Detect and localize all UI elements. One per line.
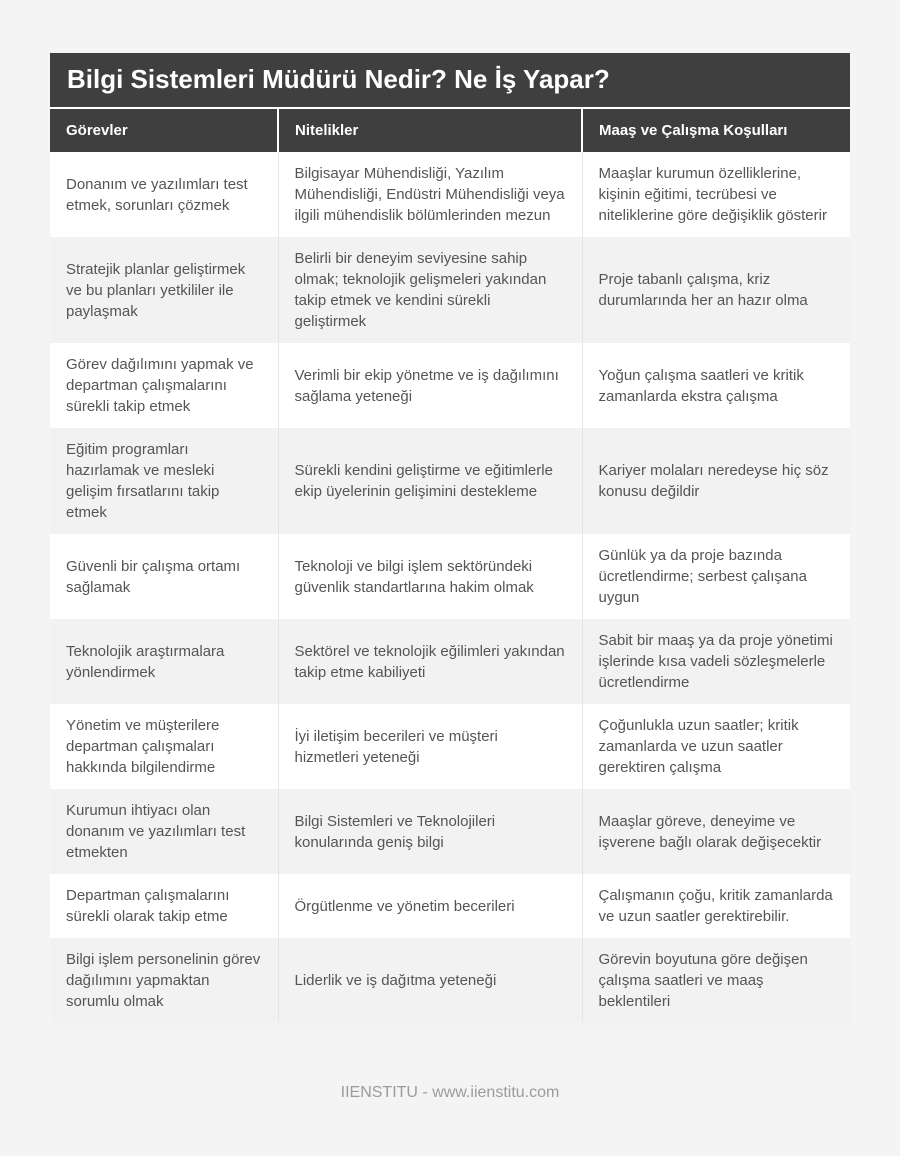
table-row: Donanım ve yazılımları test etmek, sorun… <box>50 152 850 238</box>
cell-gorev: Bilgi işlem personelinin görev dağılımın… <box>50 938 278 1024</box>
table-row: Yönetim ve müşterilere departman çalışma… <box>50 704 850 790</box>
cell-maas: Yoğun çalışma saatleri ve kritik zamanla… <box>581 343 850 429</box>
cell-maas: Görevin boyutuna göre değişen çalışma sa… <box>581 938 850 1024</box>
cell-maas: Çoğunlukla uzun saatler; kritik zamanlar… <box>581 704 850 790</box>
table-row: Kurumun ihtiyacı olan donanım ve yazılım… <box>50 789 850 875</box>
table-row: Stratejik planlar geliştirmek ve bu plan… <box>50 237 850 344</box>
cell-gorev: Donanım ve yazılımları test etmek, sorun… <box>50 152 278 238</box>
table-row: Görev dağılımını yapmak ve departman çal… <box>50 343 850 429</box>
cell-maas: Kariyer molaları neredeyse hiç söz konus… <box>581 428 850 535</box>
cell-nitelik: Bilgisayar Mühendisliği, Yazılım Mühendi… <box>277 152 582 238</box>
header-row: Görevler Nitelikler Maaş ve Çalışma Koşu… <box>50 107 850 153</box>
cell-nitelik: Örgütlenme ve yönetim becerileri <box>277 874 582 939</box>
cell-gorev: Yönetim ve müşterilere departman çalışma… <box>50 704 278 790</box>
cell-gorev: Stratejik planlar geliştirmek ve bu plan… <box>50 237 278 344</box>
cell-gorev: Teknolojik araştırmalara yönlendirmek <box>50 619 278 705</box>
cell-nitelik: Teknoloji ve bilgi işlem sektöründeki gü… <box>277 534 582 620</box>
column-header-gorevler: Görevler <box>50 107 278 153</box>
footer-credit: IIENSTITU - www.iienstitu.com <box>340 1084 560 1101</box>
info-card: Bilgi Sistemleri Müdürü Nedir? Ne İş Yap… <box>50 53 850 1024</box>
info-table: Görevler Nitelikler Maaş ve Çalışma Koşu… <box>50 107 850 1024</box>
cell-nitelik: Verimli bir ekip yönetme ve iş dağılımın… <box>277 343 582 429</box>
cell-maas: Maaşlar göreve, deneyime ve işverene bağ… <box>581 789 850 875</box>
column-header-nitelikler: Nitelikler <box>277 107 582 153</box>
table-row: Departman çalışmalarını sürekli olarak t… <box>50 874 850 939</box>
cell-gorev: Görev dağılımını yapmak ve departman çal… <box>50 343 278 429</box>
column-header-maas: Maaş ve Çalışma Koşulları <box>581 107 850 153</box>
cell-nitelik: İyi iletişim becerileri ve müşteri hizme… <box>277 704 582 790</box>
cell-maas: Günlük ya da proje bazında ücretlendirme… <box>581 534 850 620</box>
cell-maas: Sabit bir maaş ya da proje yönetimi işle… <box>581 619 850 705</box>
cell-maas: Maaşlar kurumun özelliklerine, kişinin e… <box>581 152 850 238</box>
cell-nitelik: Belirli bir deneyim seviyesine sahip olm… <box>277 237 582 344</box>
cell-gorev: Eğitim programları hazırlamak ve mesleki… <box>50 428 278 535</box>
cell-nitelik: Sürekli kendini geliştirme ve eğitimlerl… <box>277 428 582 535</box>
cell-maas: Çalışmanın çoğu, kritik zamanlarda ve uz… <box>581 874 850 939</box>
page-title: Bilgi Sistemleri Müdürü Nedir? Ne İş Yap… <box>50 53 850 108</box>
cell-nitelik: Sektörel ve teknolojik eğilimleri yakınd… <box>277 619 582 705</box>
cell-gorev: Güvenli bir çalışma ortamı sağlamak <box>50 534 278 620</box>
table-row: Teknolojik araştırmalara yönlendirmek Se… <box>50 619 850 705</box>
cell-nitelik: Liderlik ve iş dağıtma yeteneği <box>277 938 582 1024</box>
table-row: Bilgi işlem personelinin görev dağılımın… <box>50 938 850 1024</box>
table-row: Güvenli bir çalışma ortamı sağlamak Tekn… <box>50 534 850 620</box>
table-row: Eğitim programları hazırlamak ve mesleki… <box>50 428 850 535</box>
cell-gorev: Kurumun ihtiyacı olan donanım ve yazılım… <box>50 789 278 875</box>
cell-maas: Proje tabanlı çalışma, kriz durumlarında… <box>581 237 850 344</box>
cell-nitelik: Bilgi Sistemleri ve Teknolojileri konula… <box>277 789 582 875</box>
cell-gorev: Departman çalışmalarını sürekli olarak t… <box>50 874 278 939</box>
